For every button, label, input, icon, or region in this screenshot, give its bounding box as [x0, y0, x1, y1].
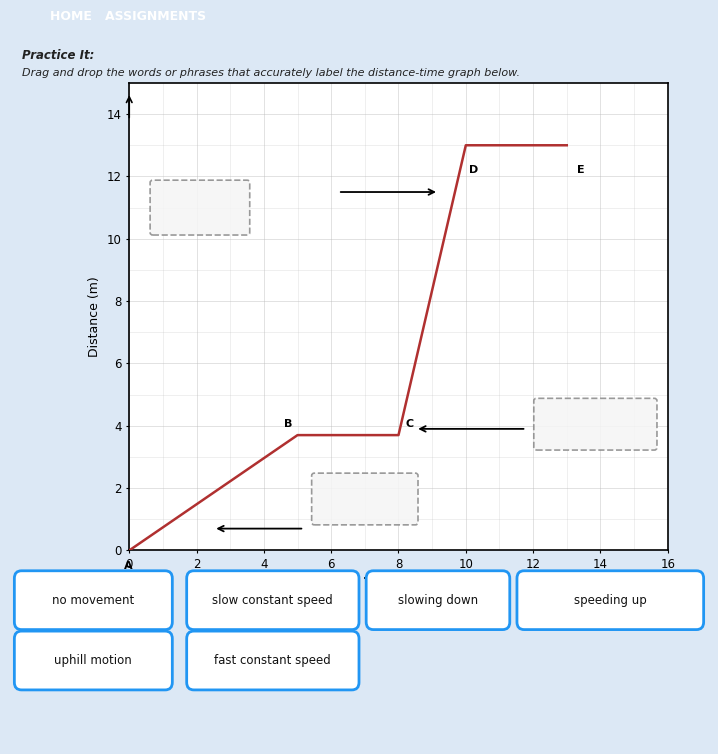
Text: Drag and drop the words or phrases that accurately label the distance-time graph: Drag and drop the words or phrases that … [22, 68, 520, 78]
Text: uphill motion: uphill motion [55, 654, 132, 667]
X-axis label: Time (s): Time (s) [363, 577, 434, 592]
Text: HOME   ASSIGNMENTS: HOME ASSIGNMENTS [50, 11, 206, 23]
Text: E: E [577, 165, 584, 176]
Text: fast constant speed: fast constant speed [215, 654, 331, 667]
FancyBboxPatch shape [533, 398, 657, 450]
Text: B: B [284, 419, 292, 429]
Text: A: A [124, 561, 133, 571]
Text: slow constant speed: slow constant speed [213, 593, 333, 607]
Y-axis label: Distance (m): Distance (m) [88, 276, 101, 357]
Text: no movement: no movement [52, 593, 134, 607]
FancyBboxPatch shape [150, 180, 250, 235]
Text: speeding up: speeding up [574, 593, 647, 607]
Text: D: D [469, 165, 478, 176]
Text: C: C [405, 419, 414, 429]
FancyBboxPatch shape [312, 473, 418, 525]
Text: slowing down: slowing down [398, 593, 478, 607]
Text: Practice It:: Practice It: [22, 49, 94, 62]
